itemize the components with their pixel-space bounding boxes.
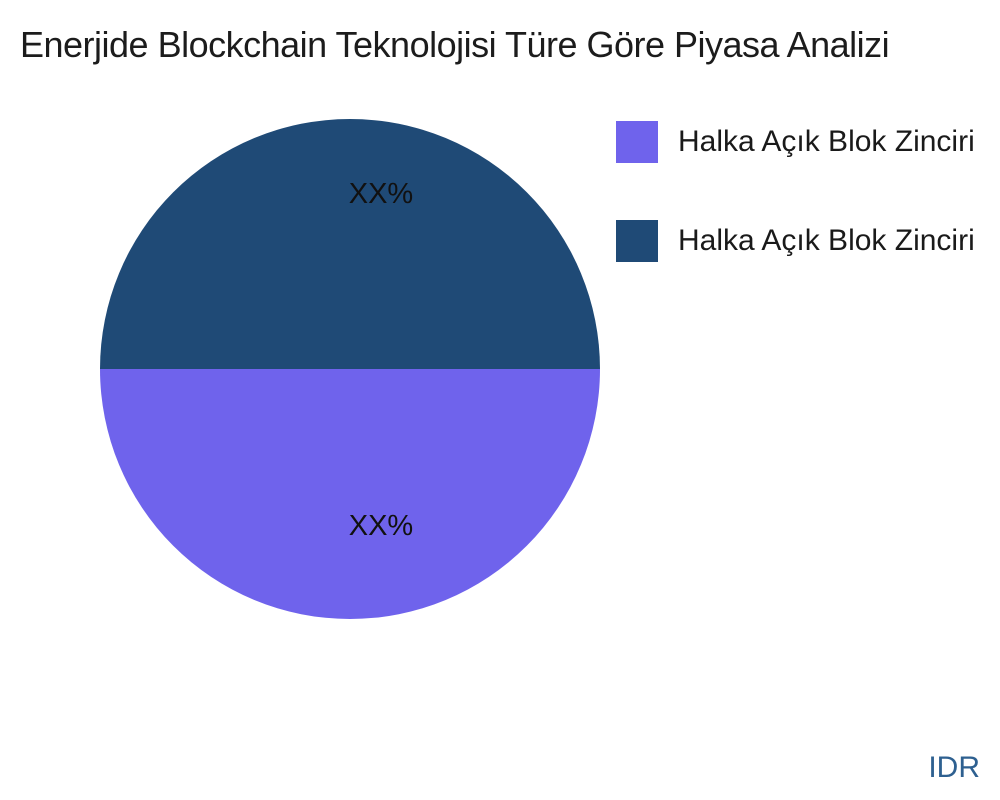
pie-chart: XX% XX% (100, 119, 600, 619)
chart-title: Enerjide Blockchain Teknolojisi Türe Gör… (20, 24, 890, 65)
pie-slice-label-top: XX% (349, 178, 413, 210)
legend-item-label: Halka Açık Blok Zinciri (678, 224, 975, 257)
pie-slice-label-bottom: XX% (349, 510, 413, 542)
legend-swatch-icon (616, 220, 658, 262)
watermark-idr: IDR (928, 751, 980, 784)
legend-item: Halka Açık Blok Zinciri (616, 121, 975, 163)
pie-slice-bottom (100, 369, 600, 619)
legend-item: Halka Açık Blok Zinciri (616, 220, 975, 262)
legend-item-label: Halka Açık Blok Zinciri (678, 125, 975, 158)
legend-swatch-rect (616, 220, 658, 262)
pie-slice-top (100, 119, 600, 369)
legend-swatch-rect (616, 121, 658, 163)
legend-swatch-icon (616, 121, 658, 163)
